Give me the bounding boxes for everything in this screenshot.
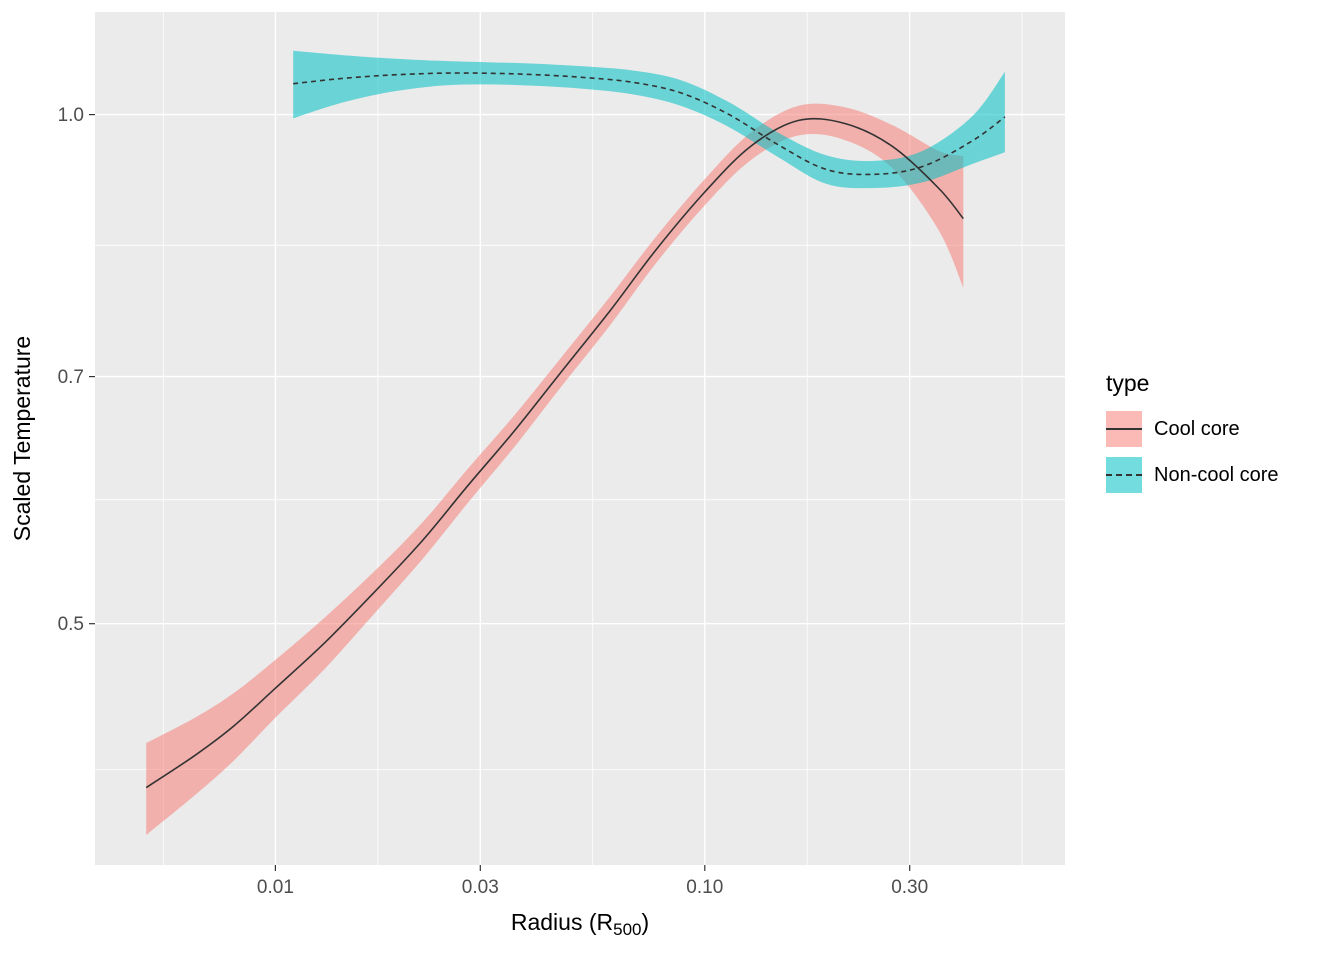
legend: type Cool core Non-cool core	[1106, 370, 1336, 503]
x-axis-ticks	[274, 865, 911, 871]
svg-text:0.30: 0.30	[891, 877, 928, 898]
legend-key-line-solid	[1106, 428, 1142, 430]
legend-item-cool-core: Cool core	[1106, 411, 1336, 447]
y-axis-ticks	[89, 113, 95, 625]
major-gridlines	[95, 12, 1065, 865]
svg-text:0.10: 0.10	[686, 877, 723, 898]
legend-item-non-cool-core: Non-cool core	[1106, 457, 1336, 493]
ribbon-cool-core	[146, 103, 964, 836]
y-axis-title: Scaled Temperature	[9, 336, 35, 541]
legend-label-cool-core: Cool core	[1154, 417, 1240, 440]
line-cool-core	[145, 117, 964, 789]
legend-key-line-dashed	[1106, 474, 1142, 476]
legend-key-cool-core	[1106, 411, 1142, 447]
legend-title: type	[1106, 370, 1150, 396]
svg-text:1.0: 1.0	[58, 105, 84, 126]
svg-text:0.7: 0.7	[58, 367, 84, 388]
legend-label-non-cool-core: Non-cool core	[1154, 463, 1279, 486]
x-tick-labels: 0.01 0.03 0.10 0.30	[257, 877, 928, 898]
svg-text:0.03: 0.03	[462, 877, 499, 898]
legend-key-non-cool-core	[1106, 457, 1142, 493]
svg-text:0.01: 0.01	[257, 877, 294, 898]
y-tick-labels: 0.5 0.7 1.0	[58, 105, 84, 635]
x-axis-title: Radius (R500)	[511, 909, 649, 939]
svg-text:0.5: 0.5	[58, 614, 84, 635]
ribbon-non-cool-core	[293, 50, 1005, 189]
line-non-cool-core	[293, 72, 1006, 176]
